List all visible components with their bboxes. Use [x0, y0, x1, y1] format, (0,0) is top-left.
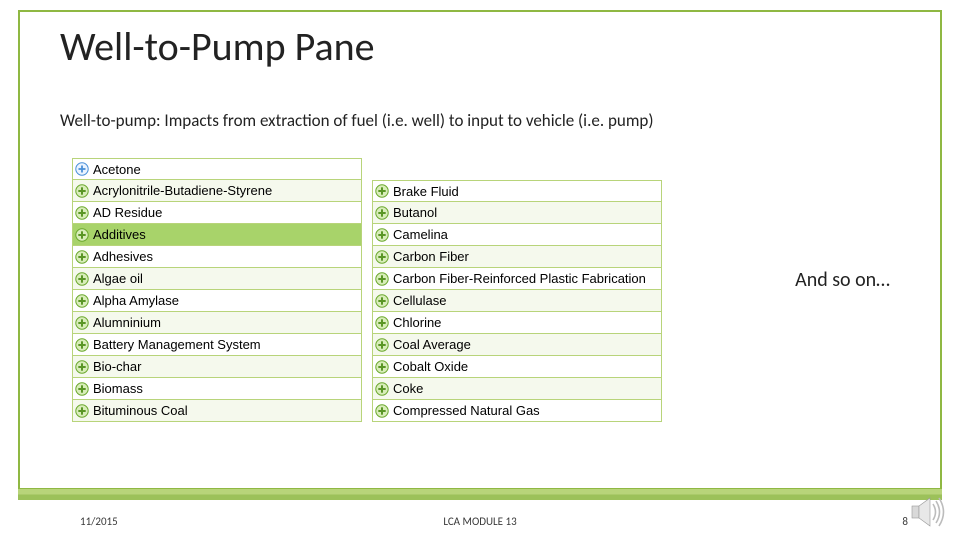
- list-item[interactable]: Cellulase: [372, 290, 662, 312]
- list-item-label: Camelina: [393, 227, 448, 242]
- list-item[interactable]: Brake Fluid: [372, 180, 662, 202]
- list-item-label: Carbon Fiber: [393, 249, 469, 264]
- fuel-list-col-right: Brake Fluid Butanol Camelina Carbon Fiber Ca…: [372, 180, 662, 422]
- side-note: And so on…: [795, 268, 890, 292]
- list-item[interactable]: Coke: [372, 378, 662, 400]
- expand-plus-icon[interactable]: [75, 360, 89, 374]
- list-item[interactable]: Bio-char: [72, 356, 362, 378]
- list-item[interactable]: Biomass: [72, 378, 362, 400]
- list-item[interactable]: Coal Average: [372, 334, 662, 356]
- list-item-label: Brake Fluid: [393, 184, 459, 199]
- slide-title: Well-to-Pump Pane: [60, 22, 375, 71]
- list-item[interactable]: Compressed Natural Gas: [372, 400, 662, 422]
- expand-plus-icon[interactable]: [75, 228, 89, 242]
- list-item[interactable]: Carbon Fiber-Reinforced Plastic Fabricat…: [372, 268, 662, 290]
- expand-plus-icon[interactable]: [375, 338, 389, 352]
- list-item-label: Additives: [93, 227, 146, 242]
- list-item[interactable]: Alumninium: [72, 312, 362, 334]
- list-item[interactable]: Cobalt Oxide: [372, 356, 662, 378]
- expand-plus-icon[interactable]: [75, 250, 89, 264]
- list-item[interactable]: Adhesives: [72, 246, 362, 268]
- footer-date: 11/2015: [80, 515, 118, 528]
- list-item[interactable]: Camelina: [372, 224, 662, 246]
- list-item-label: Bio-char: [93, 359, 141, 374]
- expand-plus-icon[interactable]: [375, 228, 389, 242]
- list-item-label: Biomass: [93, 381, 143, 396]
- list-item-label: AD Residue: [93, 205, 162, 220]
- list-item-label: Compressed Natural Gas: [393, 403, 540, 418]
- expand-plus-icon[interactable]: [375, 250, 389, 264]
- list-item-label: Carbon Fiber-Reinforced Plastic Fabricat…: [393, 271, 646, 286]
- list-item-label: Battery Management System: [93, 337, 261, 352]
- list-item[interactable]: Algae oil: [72, 268, 362, 290]
- list-item-label: Butanol: [393, 205, 437, 220]
- list-item-label: Alumninium: [93, 315, 161, 330]
- expand-plus-icon[interactable]: [75, 206, 89, 220]
- list-item-label: Cellulase: [393, 293, 446, 308]
- expand-plus-icon[interactable]: [375, 316, 389, 330]
- slide-subtitle: Well-to-pump: Impacts from extraction of…: [60, 110, 654, 131]
- list-item[interactable]: Battery Management System: [72, 334, 362, 356]
- expand-plus-icon[interactable]: [375, 382, 389, 396]
- expand-plus-icon[interactable]: [375, 294, 389, 308]
- list-item[interactable]: AD Residue: [72, 202, 362, 224]
- list-item[interactable]: Butanol: [372, 202, 662, 224]
- list-item-label: Chlorine: [393, 315, 441, 330]
- accent-band: [18, 488, 942, 500]
- list-item[interactable]: Chlorine: [372, 312, 662, 334]
- expand-plus-icon[interactable]: [375, 206, 389, 220]
- list-item-label: Coke: [393, 381, 423, 396]
- list-item[interactable]: Acrylonitrile-Butadiene-Styrene: [72, 180, 362, 202]
- list-item-label: Coal Average: [393, 337, 471, 352]
- audio-speaker-icon[interactable]: [908, 494, 948, 530]
- expand-plus-icon[interactable]: [75, 272, 89, 286]
- expand-plus-icon[interactable]: [375, 404, 389, 418]
- fuel-list-area: Acetone Acrylonitrile-Butadiene-Styrene AD…: [72, 158, 712, 438]
- list-item-label: Bituminous Coal: [93, 403, 188, 418]
- list-item-label: Acetone: [93, 162, 141, 177]
- slide: Well-to-Pump Pane Well-to-pump: Impacts …: [0, 0, 960, 540]
- expand-plus-icon[interactable]: [75, 382, 89, 396]
- list-item-label: Acrylonitrile-Butadiene-Styrene: [93, 183, 272, 198]
- list-item-label: Adhesives: [93, 249, 153, 264]
- list-item[interactable]: Bituminous Coal: [72, 400, 362, 422]
- expand-plus-icon[interactable]: [75, 294, 89, 308]
- expand-plus-icon[interactable]: [75, 184, 89, 198]
- fuel-list-col-left: Acetone Acrylonitrile-Butadiene-Styrene AD…: [72, 158, 362, 422]
- list-item[interactable]: Acetone: [72, 158, 362, 180]
- list-item[interactable]: Alpha Amylase: [72, 290, 362, 312]
- expand-plus-icon[interactable]: [75, 162, 89, 176]
- slide-footer: 11/2015 LCA MODULE 13 8: [0, 515, 960, 528]
- expand-plus-icon[interactable]: [375, 272, 389, 286]
- footer-module: LCA MODULE 13: [443, 515, 516, 528]
- list-item-label: Alpha Amylase: [93, 293, 179, 308]
- list-item[interactable]: Additives: [72, 224, 362, 246]
- list-item-label: Cobalt Oxide: [393, 359, 468, 374]
- expand-plus-icon[interactable]: [375, 184, 389, 198]
- expand-plus-icon[interactable]: [75, 316, 89, 330]
- expand-plus-icon[interactable]: [75, 404, 89, 418]
- expand-plus-icon[interactable]: [375, 360, 389, 374]
- list-item-label: Algae oil: [93, 271, 143, 286]
- list-item[interactable]: Carbon Fiber: [372, 246, 662, 268]
- expand-plus-icon[interactable]: [75, 338, 89, 352]
